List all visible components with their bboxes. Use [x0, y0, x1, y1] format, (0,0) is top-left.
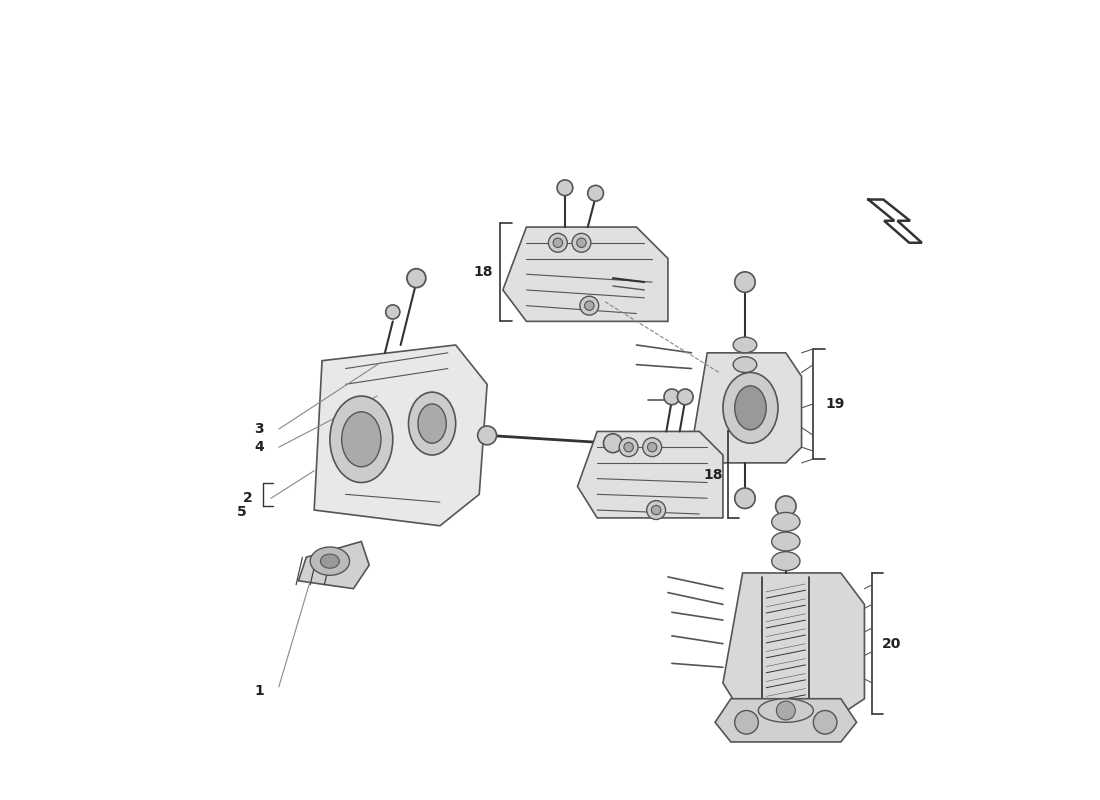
Circle shape: [647, 501, 666, 519]
Circle shape: [557, 180, 573, 196]
Circle shape: [776, 496, 796, 516]
Text: 18: 18: [703, 468, 723, 482]
Text: 4: 4: [254, 440, 264, 454]
Circle shape: [549, 234, 568, 252]
Text: 1: 1: [254, 684, 264, 698]
Circle shape: [813, 710, 837, 734]
Circle shape: [580, 296, 598, 315]
Text: 19: 19: [826, 397, 845, 411]
Ellipse shape: [772, 532, 800, 551]
Ellipse shape: [735, 386, 767, 430]
Circle shape: [624, 442, 634, 452]
Ellipse shape: [734, 357, 757, 373]
Circle shape: [477, 426, 496, 445]
Ellipse shape: [772, 552, 800, 570]
Polygon shape: [503, 227, 668, 322]
Text: 2: 2: [242, 491, 252, 506]
Polygon shape: [298, 542, 370, 589]
Ellipse shape: [320, 554, 339, 568]
Text: 3: 3: [254, 422, 264, 436]
Ellipse shape: [734, 337, 757, 353]
Ellipse shape: [758, 698, 813, 722]
Ellipse shape: [310, 547, 350, 575]
Ellipse shape: [330, 396, 393, 482]
Polygon shape: [723, 573, 865, 714]
Polygon shape: [692, 353, 802, 463]
Circle shape: [584, 301, 594, 310]
Polygon shape: [868, 199, 922, 242]
Circle shape: [604, 434, 623, 453]
Circle shape: [777, 701, 795, 720]
Text: 5: 5: [236, 505, 246, 518]
Circle shape: [553, 238, 562, 247]
Ellipse shape: [772, 513, 800, 531]
Circle shape: [572, 234, 591, 252]
Ellipse shape: [342, 412, 381, 467]
Text: 18: 18: [473, 265, 493, 279]
Circle shape: [587, 186, 604, 201]
Circle shape: [735, 272, 756, 292]
Text: 20: 20: [882, 637, 902, 650]
Circle shape: [735, 488, 756, 509]
Ellipse shape: [408, 392, 455, 455]
Circle shape: [407, 269, 426, 287]
Circle shape: [651, 506, 661, 514]
Circle shape: [735, 710, 758, 734]
Circle shape: [648, 442, 657, 452]
Polygon shape: [578, 431, 723, 518]
Polygon shape: [315, 345, 487, 526]
Polygon shape: [715, 698, 857, 742]
Circle shape: [386, 305, 400, 319]
Circle shape: [642, 438, 661, 457]
Circle shape: [664, 389, 680, 405]
Ellipse shape: [723, 373, 778, 443]
Circle shape: [678, 389, 693, 405]
Circle shape: [619, 438, 638, 457]
Ellipse shape: [418, 404, 447, 443]
Circle shape: [576, 238, 586, 247]
